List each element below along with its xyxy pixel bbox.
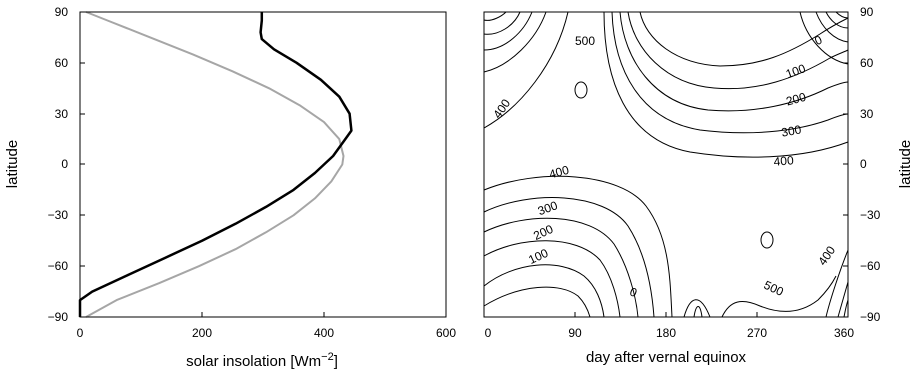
- contour-label: 300: [536, 198, 560, 218]
- left-ytick-label: −90: [48, 310, 69, 324]
- contour-line: [683, 299, 711, 318]
- contour-line: [721, 275, 837, 318]
- left-ytick-label: 60: [55, 56, 69, 70]
- right-ytick-label: −30: [860, 208, 881, 222]
- right-xtick-label: 270: [747, 326, 767, 340]
- contour-line: [627, 11, 849, 90]
- right-xtick-label: 360: [834, 326, 854, 340]
- contour-line: [799, 11, 849, 65]
- contour-line: [815, 11, 849, 43]
- contour-label: 400: [815, 243, 838, 268]
- left-xtick-label: 400: [314, 326, 334, 340]
- grey-insolation-line: [85, 11, 345, 318]
- left-xlabel-close: ]: [334, 353, 338, 370]
- contour-line: [483, 217, 639, 318]
- contour-label: 400: [547, 163, 570, 182]
- right-panel: 500 400 0 100 200 300 400 400 300 200 10…: [483, 5, 914, 366]
- contour-line: [483, 11, 547, 73]
- left-xtick-label: 0: [77, 326, 84, 340]
- contour-line: [603, 11, 849, 158]
- contour-label: 0: [628, 285, 639, 301]
- contour-label: 300: [780, 122, 802, 139]
- contour-label: 100: [526, 246, 550, 267]
- contour-line: [483, 197, 655, 318]
- left-xtick-label: 600: [436, 326, 456, 340]
- contour-labels: 500 400 0 100 200 300 400 400 300 200 10…: [490, 32, 838, 300]
- contour-line: [483, 11, 569, 129]
- left-xtick-label: 200: [192, 326, 212, 340]
- right-xtick-label: 90: [568, 326, 582, 340]
- contour-line: [483, 240, 621, 318]
- left-series-lines: [78, 11, 353, 318]
- contour-line: [619, 11, 849, 112]
- contour-line: [483, 264, 605, 318]
- left-ylabel: latitude: [4, 140, 21, 188]
- contour-line: [611, 11, 849, 134]
- contour-label: 200: [784, 90, 807, 109]
- contour-label: 400: [773, 153, 794, 169]
- contour-line: [837, 281, 849, 318]
- right-ylabel: latitude: [897, 140, 914, 188]
- right-ytick-label: 30: [860, 107, 874, 121]
- left-ytick-label: 30: [55, 107, 69, 121]
- contour-line: [825, 249, 849, 318]
- contour-line: [639, 11, 849, 67]
- contour-line: [843, 299, 849, 318]
- contour-line: [483, 286, 591, 318]
- left-ytick-label: −30: [48, 208, 69, 222]
- contour-line: [835, 11, 849, 19]
- right-ytick-label: 90: [860, 5, 874, 19]
- right-xtick-label: 180: [656, 326, 676, 340]
- left-axis-ticks: [79, 11, 447, 318]
- left-panel: 0 200 400 600 90 60 30 0 −30 −60 −90 lat…: [4, 5, 456, 370]
- right-ytick-label: 60: [860, 56, 874, 70]
- contour-line: [483, 11, 533, 51]
- contour-lines: [483, 11, 849, 318]
- contour-line: [693, 306, 703, 318]
- contour-label: 500: [762, 278, 786, 299]
- contour-label: 0: [812, 32, 824, 48]
- right-xtick-label: 0: [485, 326, 492, 340]
- contour-label: 200: [531, 222, 555, 243]
- contour-line: [483, 11, 507, 21]
- contour-line: [483, 11, 521, 35]
- contour-label: 100: [784, 61, 808, 81]
- left-ytick-label: 90: [55, 5, 69, 19]
- left-xlabel-exponent: −2: [321, 351, 334, 363]
- right-ytick-label: −90: [860, 310, 881, 324]
- contour-line: [825, 11, 849, 29]
- contour-label: 500: [575, 34, 595, 48]
- contour-loop: [574, 81, 588, 99]
- left-ytick-label: 0: [61, 157, 68, 171]
- left-ytick-label: −60: [48, 259, 69, 273]
- right-ytick-label: 0: [860, 157, 867, 171]
- contour-line: [483, 175, 673, 318]
- right-ytick-label: −60: [860, 259, 881, 273]
- black-insolation-line: [78, 12, 353, 317]
- contour-loop: [760, 231, 774, 249]
- right-axis-ticks: [483, 11, 849, 318]
- contour-label: 400: [490, 96, 513, 121]
- left-xlabel: solar insolation [Wm−2]: [186, 351, 338, 370]
- left-xlabel-text: solar insolation [Wm: [186, 353, 321, 370]
- contour-label-bg: [570, 33, 600, 48]
- right-xlabel: day after vernal equinox: [586, 349, 747, 366]
